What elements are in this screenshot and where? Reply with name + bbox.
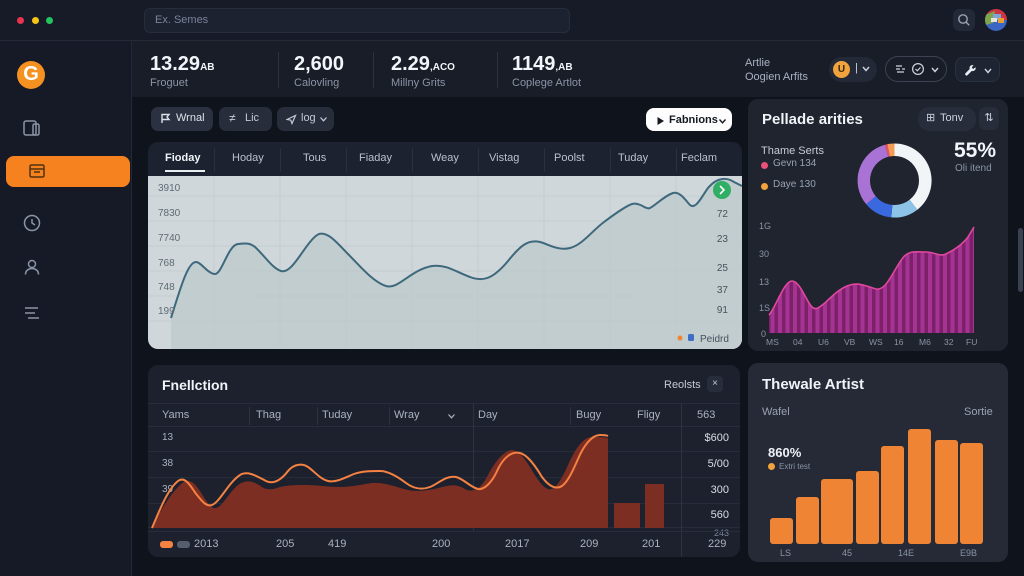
- svg-text:M6: M6: [919, 337, 931, 347]
- svg-text:23: 23: [717, 234, 729, 245]
- svg-text:91: 91: [717, 305, 729, 316]
- svg-text:37: 37: [717, 285, 729, 296]
- svg-text:7830: 7830: [158, 208, 181, 219]
- svg-text:768: 768: [158, 258, 175, 269]
- svg-text:U6: U6: [818, 337, 829, 347]
- svg-text:VB: VB: [844, 337, 856, 347]
- svg-text:30: 30: [759, 249, 769, 259]
- svg-text:72: 72: [717, 209, 729, 220]
- svg-text:MS: MS: [766, 337, 779, 347]
- svg-text:04: 04: [793, 337, 803, 347]
- svg-text:199: 199: [158, 306, 175, 317]
- svg-text:WS: WS: [869, 337, 883, 347]
- svg-text:1S: 1S: [759, 303, 770, 313]
- svg-text:1G: 1G: [759, 221, 771, 231]
- svg-text:32: 32: [944, 337, 954, 347]
- svg-text:FU: FU: [966, 337, 977, 347]
- svg-text:25: 25: [717, 263, 729, 274]
- svg-text:3910: 3910: [158, 183, 181, 194]
- svg-text:13: 13: [759, 277, 769, 287]
- svg-text:0: 0: [761, 329, 766, 339]
- svg-text:Peidrd: Peidrd: [700, 334, 729, 345]
- svg-text:16: 16: [894, 337, 904, 347]
- svg-text:748: 748: [158, 282, 175, 293]
- svg-text:7740: 7740: [158, 233, 181, 244]
